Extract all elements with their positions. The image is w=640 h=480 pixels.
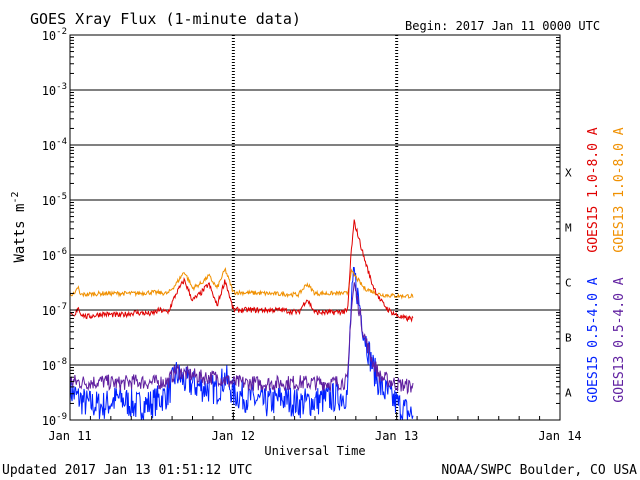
legend: GOES15 1.0-8.0 A GOES13 1.0-8.0 A GOES15 0… bbox=[586, 127, 627, 402]
y-axis-ticks: 10-210-310-410-510-610-710-810-9 bbox=[42, 27, 560, 428]
flare-class-label: C bbox=[565, 277, 572, 290]
chart-title: GOES Xray Flux (1-minute data) bbox=[30, 10, 301, 28]
legend-entry: GOES13 1.0-8.0 A bbox=[612, 127, 627, 252]
begin-label: Begin: 2017 Jan 11 0000 UTC bbox=[405, 19, 600, 33]
y-axis-label-text: Watts m bbox=[12, 204, 28, 263]
x-tick-label: Jan 12 bbox=[212, 429, 255, 443]
y-tick-exponent: -9 bbox=[56, 412, 67, 422]
day-separators bbox=[231, 35, 399, 420]
y-tick-label: 10-5 bbox=[42, 192, 67, 208]
y-tick-label: 10-8 bbox=[42, 357, 67, 373]
legend-entry: GOES13 0.5-4.0 A bbox=[612, 277, 627, 402]
plot-frame bbox=[69, 34, 561, 421]
series-line bbox=[69, 267, 414, 300]
x-tick-label: Jan 11 bbox=[48, 429, 91, 443]
series-lines bbox=[69, 219, 414, 421]
y-tick-base: 10 bbox=[42, 304, 56, 318]
y-tick-base: 10 bbox=[42, 414, 56, 428]
flare-class-label: B bbox=[565, 332, 572, 345]
gridlines bbox=[70, 89, 560, 366]
credit-label: NOAA/SWPC Boulder, CO USA bbox=[441, 463, 637, 478]
y-tick-exponent: -4 bbox=[56, 137, 67, 147]
y-tick-exponent: -6 bbox=[56, 247, 67, 257]
y-tick-exponent: -2 bbox=[56, 27, 67, 37]
y-tick-label: 10-6 bbox=[42, 247, 67, 263]
y-axis-label-exponent: -2 bbox=[10, 191, 21, 203]
y-tick-base: 10 bbox=[42, 84, 56, 98]
flare-class-label: M bbox=[565, 222, 572, 235]
flare-class-label: X bbox=[565, 167, 572, 180]
series-line bbox=[69, 282, 414, 395]
series-line bbox=[69, 219, 414, 323]
y-tick-label: 10-9 bbox=[42, 412, 67, 428]
y-tick-exponent: -8 bbox=[56, 357, 67, 367]
x-tick-label: Jan 14 bbox=[538, 429, 581, 443]
legend-entry: GOES15 1.0-8.0 A bbox=[586, 127, 601, 252]
y-tick-label: 10-3 bbox=[42, 82, 67, 98]
y-tick-label: 10-7 bbox=[42, 302, 67, 318]
y-tick-exponent: -7 bbox=[56, 302, 67, 312]
flare-class-labels: X M C B A bbox=[565, 167, 572, 400]
y-tick-base: 10 bbox=[42, 139, 56, 153]
series-line bbox=[69, 266, 414, 421]
x-tick-label: Jan 13 bbox=[375, 429, 418, 443]
y-tick-base: 10 bbox=[42, 249, 56, 263]
y-tick-exponent: -5 bbox=[56, 192, 67, 202]
y-tick-base: 10 bbox=[42, 29, 56, 43]
y-tick-base: 10 bbox=[42, 194, 56, 208]
x-axis-label: Universal Time bbox=[264, 444, 365, 458]
y-tick-base: 10 bbox=[42, 359, 56, 373]
updated-timestamp: Updated 2017 Jan 13 01:51:12 UTC bbox=[2, 463, 252, 478]
y-axis-label: Watts m-2 bbox=[10, 191, 28, 262]
y-tick-exponent: -3 bbox=[56, 82, 67, 92]
x-axis-ticks: Jan 11 Jan 12 Jan 13 Jan 14 bbox=[48, 412, 582, 443]
flare-class-label: A bbox=[565, 387, 572, 400]
y-tick-label: 10-2 bbox=[42, 27, 67, 43]
y-tick-label: 10-4 bbox=[42, 137, 67, 153]
legend-entry: GOES15 0.5-4.0 A bbox=[586, 277, 601, 402]
